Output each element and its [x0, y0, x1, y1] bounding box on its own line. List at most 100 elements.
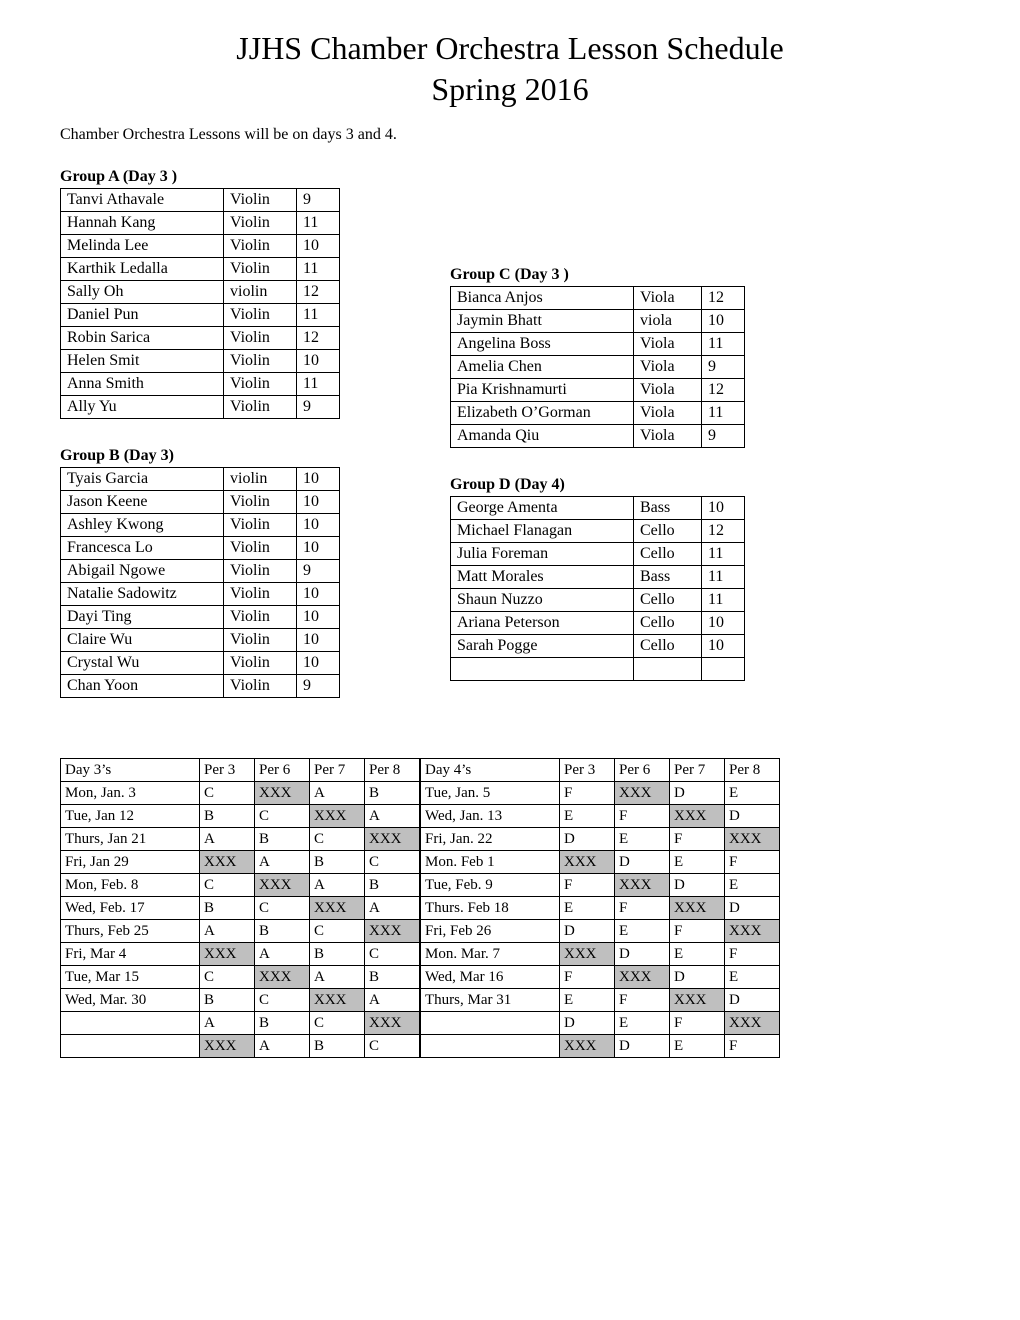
cell: Sally Oh: [61, 281, 224, 304]
table-row: Karthik LedallaViolin11: [61, 258, 340, 281]
cell: [421, 1035, 560, 1058]
cell: Violin: [224, 373, 297, 396]
cell: XXX: [725, 828, 780, 851]
table-row: Ally YuViolin9: [61, 396, 340, 419]
group-a-table: Tanvi AthavaleViolin9Hannah KangViolin11…: [60, 188, 340, 419]
cell: D: [615, 851, 670, 874]
group-b-block: Group B (Day 3) Tyais Garciaviolin10Jaso…: [60, 447, 340, 698]
page-title-1: JJHS Chamber Orchestra Lesson Schedule: [60, 30, 960, 67]
table-row: Mon, Jan. 3CXXXAB: [61, 782, 420, 805]
cell: 10: [297, 606, 340, 629]
cell: F: [670, 828, 725, 851]
cell: Viola: [634, 287, 702, 310]
cell: A: [200, 828, 255, 851]
cell: Bass: [634, 497, 702, 520]
cell: Violin: [224, 560, 297, 583]
cell: D: [670, 966, 725, 989]
cell: 9: [297, 396, 340, 419]
cell: A: [255, 851, 310, 874]
header-cell: Per 7: [670, 759, 725, 782]
cell: XXX: [365, 1012, 420, 1035]
cell: A: [255, 943, 310, 966]
cell: 11: [702, 589, 745, 612]
cell: Ashley Kwong: [61, 514, 224, 537]
cell: XXX: [725, 1012, 780, 1035]
cell: Amelia Chen: [451, 356, 634, 379]
cell: Tanvi Athavale: [61, 189, 224, 212]
cell: F: [560, 874, 615, 897]
cell: XXX: [725, 920, 780, 943]
table-row: Mon, Feb. 8CXXXAB: [61, 874, 420, 897]
cell: 9: [702, 425, 745, 448]
cell: C: [310, 1012, 365, 1035]
cell: E: [615, 920, 670, 943]
cell: XXX: [200, 1035, 255, 1058]
cell: Cello: [634, 543, 702, 566]
cell: Violin: [224, 189, 297, 212]
cell: C: [310, 828, 365, 851]
cell: [61, 1012, 200, 1035]
cell: C: [200, 874, 255, 897]
cell: Claire Wu: [61, 629, 224, 652]
cell: XXX: [365, 920, 420, 943]
cell: Sarah Pogge: [451, 635, 634, 658]
cell: XXX: [310, 897, 365, 920]
header-cell: Per 6: [615, 759, 670, 782]
cell: A: [310, 782, 365, 805]
table-header-row: Day 3’sPer 3Per 6Per 7Per 8: [61, 759, 420, 782]
table-row: Jaymin Bhattviola10: [451, 310, 745, 333]
cell: 9: [297, 560, 340, 583]
cell: Violin: [224, 652, 297, 675]
table-row: Mon. Mar. 7XXXDEF: [421, 943, 780, 966]
cell: F: [725, 851, 780, 874]
table-row: Helen SmitViolin10: [61, 350, 340, 373]
cell: A: [310, 966, 365, 989]
cell: Mon. Feb 1: [421, 851, 560, 874]
cell: Violin: [224, 606, 297, 629]
cell: XXX: [310, 805, 365, 828]
cell: Viola: [634, 425, 702, 448]
table-row: Fri, Jan. 22DEFXXX: [421, 828, 780, 851]
table-row: Wed, Mar. 30BCXXXA: [61, 989, 420, 1012]
cell: F: [560, 966, 615, 989]
group-a-block: Group A (Day 3 ) Tanvi AthavaleViolin9Ha…: [60, 168, 340, 419]
table-row: Amanda QiuViola9: [451, 425, 745, 448]
group-c-table: Bianca AnjosViola12Jaymin Bhattviola10An…: [450, 286, 745, 448]
table-row: Fri, Jan 29XXXABC: [61, 851, 420, 874]
cell: E: [670, 851, 725, 874]
cell: C: [310, 920, 365, 943]
cell: Jaymin Bhatt: [451, 310, 634, 333]
cell: XXX: [560, 851, 615, 874]
cell: Tue, Jan 12: [61, 805, 200, 828]
cell: E: [560, 897, 615, 920]
cell: D: [725, 989, 780, 1012]
table-row: Anna SmithViolin11: [61, 373, 340, 396]
cell: XXX: [365, 828, 420, 851]
cell: Mon, Jan. 3: [61, 782, 200, 805]
cell: Bianca Anjos: [451, 287, 634, 310]
table-row: Matt MoralesBass11: [451, 566, 745, 589]
cell: Crystal Wu: [61, 652, 224, 675]
cell: E: [670, 943, 725, 966]
cell: Dayi Ting: [61, 606, 224, 629]
cell: Elizabeth O’Gorman: [451, 402, 634, 425]
cell: A: [255, 1035, 310, 1058]
cell: A: [365, 897, 420, 920]
cell: Ally Yu: [61, 396, 224, 419]
cell: 9: [297, 189, 340, 212]
cell: Violin: [224, 629, 297, 652]
table-row: Angelina BossViola11: [451, 333, 745, 356]
table-row: Elizabeth O’GormanViola11: [451, 402, 745, 425]
cell: B: [255, 828, 310, 851]
cell: 9: [702, 356, 745, 379]
cell: XXX: [200, 851, 255, 874]
table-row: Wed, Jan. 13EFXXXD: [421, 805, 780, 828]
cell: 10: [702, 635, 745, 658]
cell: Michael Flanagan: [451, 520, 634, 543]
cell: D: [615, 1035, 670, 1058]
table-row: Thurs, Feb 25ABCXXX: [61, 920, 420, 943]
cell: B: [255, 1012, 310, 1035]
cell: Viola: [634, 402, 702, 425]
group-d-title: Group D (Day 4): [450, 476, 745, 494]
table-row: Ashley KwongViolin10: [61, 514, 340, 537]
